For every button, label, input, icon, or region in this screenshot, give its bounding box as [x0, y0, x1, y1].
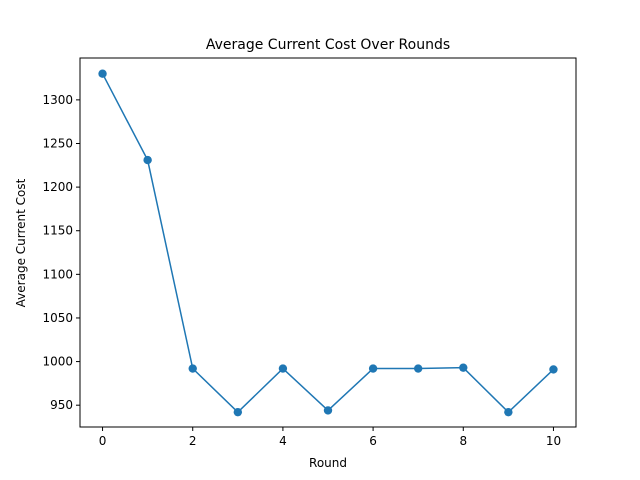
x-axis-title: Round — [309, 456, 347, 470]
y-tick-label: 1150 — [42, 224, 73, 238]
data-point — [143, 155, 152, 165]
x-tick-label: 10 — [546, 434, 561, 448]
data-point — [188, 364, 197, 373]
y-tick-label: 1300 — [42, 93, 73, 107]
y-tick-label: 1050 — [42, 311, 73, 325]
x-tick-label: 4 — [279, 434, 287, 448]
data-point — [233, 407, 243, 417]
plot-area: 0 2 4 6 8 10 950 1000 1050 1100 1150 1200 1250 1300 — [42, 57, 577, 448]
y-tick-label: 950 — [50, 398, 73, 412]
data-point — [504, 407, 513, 417]
y-axis-title: Average Current Cost — [14, 178, 28, 307]
axes-frame — [79, 57, 577, 428]
data-point — [413, 364, 423, 373]
y-tick-label: 1100 — [42, 267, 73, 281]
data-point — [368, 364, 378, 373]
x-tick-label: 6 — [369, 434, 377, 448]
data-point — [98, 69, 107, 78]
y-tick-label: 1200 — [42, 180, 73, 194]
y-tick-label: 1250 — [42, 136, 73, 150]
data-point — [549, 365, 558, 374]
x-tick-label: 8 — [459, 434, 467, 448]
data-point — [459, 363, 468, 372]
x-tick-label: 2 — [189, 434, 197, 448]
y-tick-label: 1000 — [42, 355, 73, 369]
data-point — [323, 406, 333, 415]
data-point — [278, 364, 288, 373]
chart-title: Average Current Cost Over Rounds — [206, 37, 450, 53]
x-tick-label: 0 — [99, 434, 107, 448]
